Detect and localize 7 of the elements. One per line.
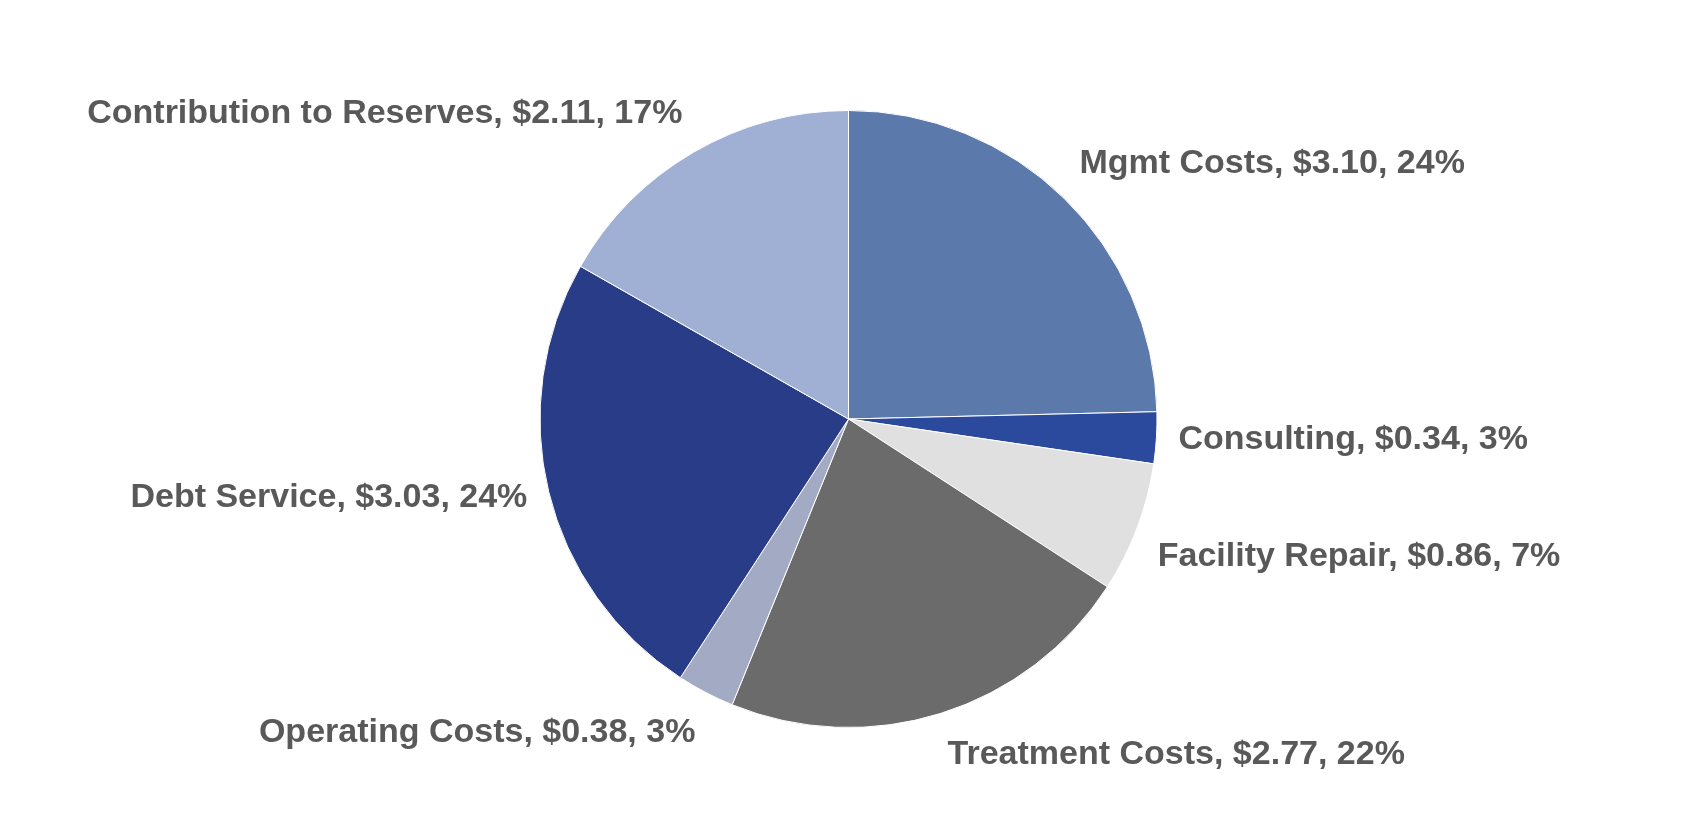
- slice-label: Mgmt Costs, $3.10, 24%: [1079, 141, 1465, 180]
- slice-label: Operating Costs, $0.38, 3%: [258, 710, 696, 749]
- slice-label: Treatment Costs, $2.77, 22%: [947, 733, 1405, 772]
- slice-label: Facility Repair, $0.86, 7%: [1157, 534, 1561, 573]
- slice-label: Contribution to Reserves, $2.11, 17%: [87, 92, 683, 131]
- slice-label: Debt Service, $3.03, 24%: [130, 476, 528, 515]
- slice-label: Consulting, $0.34, 3%: [1178, 418, 1528, 457]
